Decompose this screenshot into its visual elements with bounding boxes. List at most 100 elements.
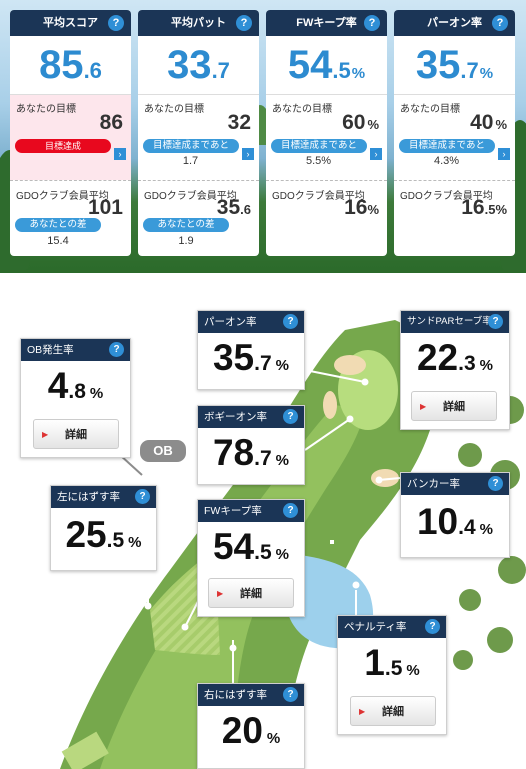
stat-value: 10.4%	[416, 501, 493, 542]
goal-section: あなたの目標 60% 目標達成まであと 5.5% ›	[266, 94, 387, 180]
card-fw-keep-rate: FWキープ率? 54.5% あなたの目標 60% 目標達成まであと 5.5% ›…	[266, 10, 387, 256]
card-title: パーオン率?	[394, 10, 515, 36]
card-average-putts: 平均パット? 33.7 あなたの目標 32 目標達成まであと 1.7 › GDO…	[138, 10, 259, 256]
goal-value: 60%	[342, 111, 379, 134]
goal-value: 32	[227, 111, 251, 134]
question-icon[interactable]: ?	[488, 314, 503, 329]
detail-button[interactable]: ▶ 詳細	[411, 391, 497, 421]
question-icon[interactable]: ?	[425, 619, 440, 634]
question-icon[interactable]: ?	[109, 342, 124, 357]
chevron-right-icon[interactable]: ›	[242, 148, 254, 160]
stat-title: 左にはずす率?	[51, 486, 156, 508]
difference-label: あなたとの差	[15, 218, 101, 232]
ob-connector	[119, 454, 143, 476]
goal-value: 40%	[470, 111, 507, 134]
card-title: FWキープ率?	[266, 10, 387, 36]
main-value: 85.6	[39, 43, 102, 87]
triangle-right-icon: ▶	[42, 430, 49, 439]
stat-bunker-rate: バンカー率? 10.4%	[400, 472, 510, 558]
stat-par-on-rate: パーオン率? 35.7%	[197, 310, 305, 390]
tee-box	[61, 731, 109, 769]
difference-value: 15.4	[47, 235, 69, 247]
stat-title: OB発生率?	[21, 339, 130, 361]
average-value: 35.6	[216, 196, 251, 219]
stat-title: パーオン率?	[198, 311, 304, 333]
remaining-value: 5.5%	[305, 155, 332, 167]
average-section: GDOクラブ会員平均 16.5%	[394, 180, 515, 256]
question-icon[interactable]: ?	[364, 15, 380, 31]
stat-value: 4.8%	[47, 365, 104, 406]
goal-label: あなたの目標	[400, 104, 460, 115]
question-icon[interactable]: ?	[108, 15, 124, 31]
remaining-value: 4.3%	[433, 155, 460, 167]
stat-fw-keep-rate: FWキープ率? 54.5% ▶ 詳細	[197, 499, 305, 617]
question-icon[interactable]: ?	[488, 476, 503, 491]
stat-title: 右にはずす率?	[198, 684, 304, 706]
average-value: 101	[87, 196, 123, 219]
goal-label: あなたの目標	[272, 104, 332, 115]
question-icon[interactable]: ?	[492, 15, 508, 31]
detail-button[interactable]: ▶ 詳細	[350, 696, 436, 726]
average-section: GDOクラブ会員平均 16%	[266, 180, 387, 256]
remaining-label: 目標達成まであと	[399, 139, 495, 153]
triangle-right-icon: ▶	[359, 707, 366, 716]
stat-value: 20%	[221, 710, 281, 751]
stat-right-miss-rate: 右にはずす率? 20%	[197, 683, 305, 769]
stat-title: ボギーオン率?	[198, 406, 304, 428]
question-icon[interactable]: ?	[283, 687, 298, 702]
achieved-badge: 目標達成	[15, 139, 111, 153]
detail-button[interactable]: ▶ 詳細	[33, 419, 119, 449]
average-label: GDOクラブ会員平均	[400, 191, 493, 202]
stat-sand-save-rate: サンドPARセーブ率? 22.3% ▶ 詳細	[400, 310, 510, 430]
question-icon[interactable]: ?	[283, 503, 298, 518]
average-value: 16.5%	[461, 196, 507, 219]
average-section: GDOクラブ会員平均 35.6 あなたとの差 1.9	[138, 180, 259, 256]
stat-penalty-rate: ペナルティ率? 1.5% ▶ 詳細	[337, 615, 447, 735]
difference-label: あなたとの差	[143, 218, 229, 232]
stat-title: バンカー率?	[401, 473, 509, 495]
ob-badge: OB	[140, 440, 186, 462]
average-label: GDOクラブ会員平均	[144, 191, 237, 202]
question-icon[interactable]: ?	[283, 314, 298, 329]
stat-value: 54.5%	[212, 526, 289, 567]
question-icon[interactable]: ?	[135, 489, 150, 504]
stat-title: FWキープ率?	[198, 500, 304, 522]
stat-value: 25.5%	[65, 514, 142, 555]
goal-section: あなたの目標 32 目標達成まであと 1.7 ›	[138, 94, 259, 180]
card-average-score: 平均スコア? 85.6 あなたの目標 86 目標達成 › GDOクラブ会員平均 …	[10, 10, 131, 256]
chevron-right-icon[interactable]: ›	[370, 148, 382, 160]
question-icon[interactable]: ?	[236, 15, 252, 31]
stat-value: 78.7%	[212, 432, 289, 473]
question-icon[interactable]: ?	[283, 409, 298, 424]
stat-value: 35.7%	[212, 337, 289, 378]
average-section: GDOクラブ会員平均 101 あなたとの差 15.4	[10, 180, 131, 256]
bunker	[334, 355, 366, 375]
goal-section: あなたの目標 86 目標達成 ›	[10, 94, 131, 180]
difference-value: 1.9	[178, 235, 194, 247]
card-title: 平均スコア?	[10, 10, 131, 36]
lane-marks	[330, 540, 359, 566]
summary-section: 平均スコア? 85.6 あなたの目標 86 目標達成 › GDOクラブ会員平均 …	[0, 0, 526, 273]
main-value: 33.7	[167, 43, 230, 87]
triangle-right-icon: ▶	[420, 402, 427, 411]
average-value: 16%	[344, 196, 379, 219]
remaining-label: 目標達成まであと	[271, 139, 367, 153]
detail-button[interactable]: ▶ 詳細	[208, 578, 294, 608]
course-map: OB発生率? 4.8% ▶ 詳細 OB 左にはずす率? 25.5% パーオン率? …	[0, 300, 526, 769]
chevron-right-icon[interactable]: ›	[498, 148, 510, 160]
triangle-right-icon: ▶	[217, 589, 224, 598]
average-label: GDOクラブ会員平均	[272, 191, 365, 202]
stat-value: 1.5%	[364, 642, 420, 683]
stat-ob-rate: OB発生率? 4.8% ▶ 詳細	[20, 338, 131, 458]
card-par-on-rate: パーオン率? 35.7% あなたの目標 40% 目標達成まであと 4.3% › …	[394, 10, 515, 256]
goal-value: 86	[99, 111, 123, 134]
stat-left-miss-rate: 左にはずす率? 25.5%	[50, 485, 157, 571]
main-value: 54.5%	[287, 43, 366, 87]
stat-title: ペナルティ率?	[338, 616, 446, 638]
chevron-right-icon[interactable]: ›	[114, 148, 126, 160]
main-value: 35.7%	[415, 43, 494, 87]
bunker	[323, 391, 337, 419]
goal-section: あなたの目標 40% 目標達成まであと 4.3% ›	[394, 94, 515, 180]
stat-bogey-on-rate: ボギーオン率? 78.7%	[197, 405, 305, 485]
goal-label: あなたの目標	[16, 104, 76, 115]
